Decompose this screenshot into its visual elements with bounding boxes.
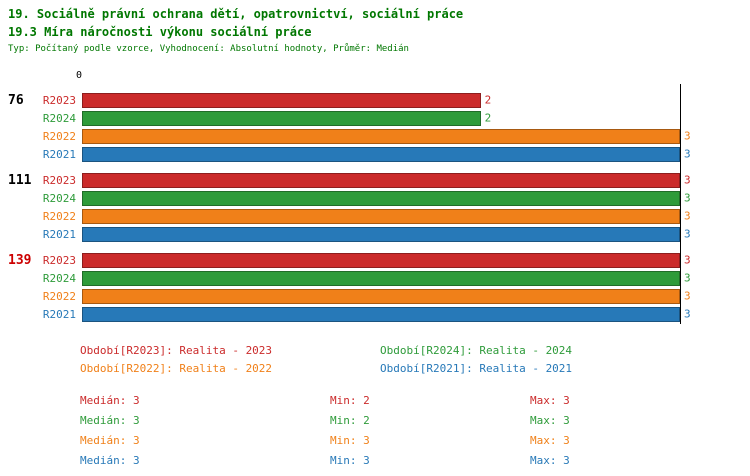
group-label: 139: [8, 253, 32, 268]
bar-track: 3: [82, 226, 691, 242]
stat-max: Max: 3: [530, 454, 570, 467]
series-label: R2023: [42, 93, 76, 107]
stat-max: Max: 3: [530, 414, 570, 427]
axis-zero-label: 0: [76, 70, 83, 81]
stats-row-R2024: Medián: 3 Min: 2 Max: 3: [80, 411, 570, 431]
bar-track: 3: [82, 252, 691, 268]
bar-value-label: 3: [684, 227, 691, 241]
bar-row: R2024 3: [0, 270, 750, 286]
bar-R2023: [82, 92, 481, 108]
stat-max: Max: 3: [530, 434, 570, 447]
bar-chart: 0 76 R2023 2 R2024 2 R2022 3 R2021 3 111 R2023 3 R20…: [0, 70, 750, 324]
legend-item-R2022: Období[R2022]: Realita - 2022: [80, 362, 273, 375]
bar-R2023: [82, 172, 680, 188]
axis-max-line: [680, 84, 681, 324]
bar-row: R2024 2: [0, 110, 750, 126]
bar-row: R2022 3: [0, 208, 750, 224]
bar-row: R2023 3: [0, 252, 750, 268]
bar-track: 2: [82, 110, 680, 126]
bar-track: 3: [82, 190, 691, 206]
bar-group-76: 76 R2023 2 R2024 2 R2022 3 R2021 3: [0, 92, 750, 162]
series-label: R2022: [42, 289, 76, 303]
stat-median: Medián: 3: [80, 414, 140, 427]
series-label: R2021: [42, 227, 76, 241]
bar-track: 3: [82, 288, 691, 304]
report-title-line1: 19. Sociálně právní ochrana dětí, opatro…: [8, 7, 464, 21]
stats-row-R2021: Medián: 3 Min: 3 Max: 3: [80, 451, 570, 471]
bar-value-label: 3: [684, 129, 691, 143]
bar-R2024: [82, 190, 680, 206]
bar-value-label: 3: [684, 147, 691, 161]
series-label: R2024: [42, 111, 76, 125]
bar-value-label: 3: [684, 289, 691, 303]
bar-R2022: [82, 208, 680, 224]
bar-row: R2021 3: [0, 226, 750, 242]
series-label: R2023: [42, 253, 76, 267]
bar-group-139: 139 R2023 3 R2024 3 R2022 3 R2021 3: [0, 252, 750, 322]
bar-value-label: 3: [684, 209, 691, 223]
bar-R2021: [82, 226, 680, 242]
bar-value-label: 2: [484, 111, 492, 125]
series-label: R2022: [42, 129, 76, 143]
stat-min: Min: 3: [330, 434, 370, 447]
bar-value-label: 3: [684, 253, 691, 267]
bar-group-111: 111 R2023 3 R2024 3 R2022 3 R2021 3: [0, 172, 750, 242]
report-header: 19. Sociálně právní ochrana dětí, opatro…: [8, 5, 463, 56]
bar-value-label: 3: [684, 191, 691, 205]
series-label: R2024: [42, 271, 76, 285]
stat-min: Min: 2: [330, 394, 370, 407]
stat-max: Max: 3: [530, 394, 570, 407]
bar-value-label: 3: [684, 271, 691, 285]
chart-legend: Období[R2023]: Realita - 2023 Období[R202…: [80, 344, 680, 376]
chart-stats: Medián: 3 Min: 2 Max: 3 Medián: 3 Min: 2 Max:…: [80, 391, 570, 471]
stat-median: Medián: 3: [80, 394, 140, 407]
stats-row-R2023: Medián: 3 Min: 2 Max: 3: [80, 391, 570, 411]
bar-R2022: [82, 128, 680, 144]
bar-row: R2021 3: [0, 306, 750, 322]
bar-R2021: [82, 146, 680, 162]
bar-R2023: [82, 252, 680, 268]
bar-groups: 76 R2023 2 R2024 2 R2022 3 R2021 3 111 R2023 3 R2024…: [0, 92, 750, 322]
bar-R2024: [82, 110, 481, 126]
group-label: 76: [8, 93, 24, 108]
bar-track: 3: [82, 172, 691, 188]
report-meta: Typ: Počítaný podle vzorce, Vyhodnocení:…: [8, 44, 409, 54]
legend-item-R2021: Období[R2021]: Realita - 2021: [380, 362, 573, 375]
series-label: R2021: [42, 147, 76, 161]
series-label: R2023: [42, 173, 76, 187]
bar-row: R2021 3: [0, 146, 750, 162]
bar-track: 3: [82, 146, 691, 162]
series-label: R2021: [42, 307, 76, 321]
group-label: 111: [8, 173, 32, 188]
series-label: R2022: [42, 209, 76, 223]
bar-row: R2023 3: [0, 172, 750, 188]
legend-item-R2024: Období[R2024]: Realita - 2024: [380, 344, 573, 357]
bar-value-label: 2: [484, 93, 492, 107]
bar-R2024: [82, 270, 680, 286]
bar-track: 3: [82, 270, 691, 286]
stat-min: Min: 3: [330, 454, 370, 467]
bar-R2022: [82, 288, 680, 304]
legend-item-R2023: Období[R2023]: Realita - 2023: [80, 344, 273, 357]
bar-row: R2022 3: [0, 128, 750, 144]
bar-row: R2022 3: [0, 288, 750, 304]
bar-track: 2: [82, 92, 680, 108]
stat-median: Medián: 3: [80, 454, 140, 467]
bar-R2021: [82, 306, 680, 322]
bar-track: 3: [82, 128, 691, 144]
bar-row: R2024 3: [0, 190, 750, 206]
bar-value-label: 3: [684, 307, 691, 321]
bar-row: R2023 2: [0, 92, 750, 108]
bar-value-label: 3: [684, 173, 691, 187]
report-title-line2: 19.3 Míra náročnosti výkonu sociální prá…: [8, 25, 312, 39]
stat-min: Min: 2: [330, 414, 370, 427]
bar-track: 3: [82, 306, 691, 322]
series-label: R2024: [42, 191, 76, 205]
stat-median: Medián: 3: [80, 434, 140, 447]
bar-track: 3: [82, 208, 691, 224]
stats-row-R2022: Medián: 3 Min: 3 Max: 3: [80, 431, 570, 451]
